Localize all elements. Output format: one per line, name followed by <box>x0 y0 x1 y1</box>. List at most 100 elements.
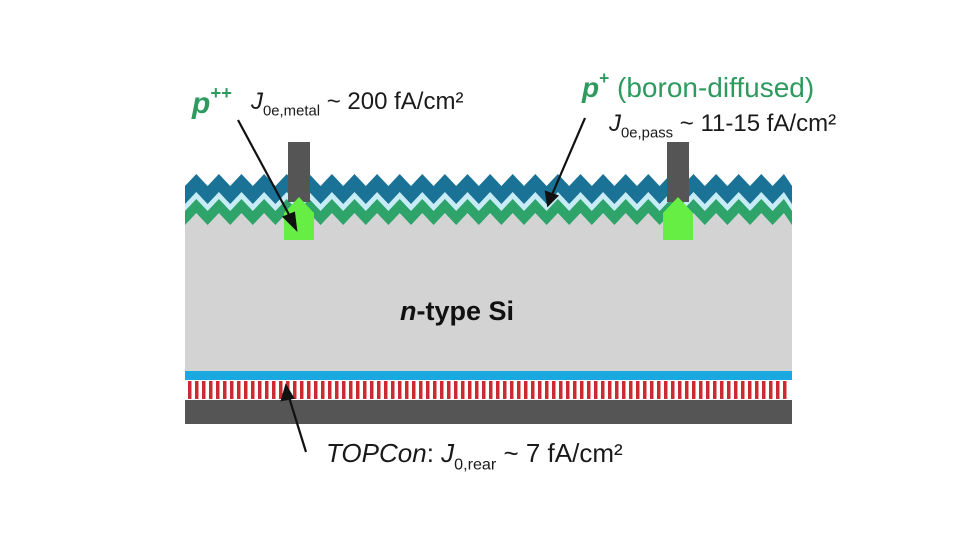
rear-stripe <box>636 381 640 399</box>
rear-stripe <box>216 381 220 399</box>
rear-stripe <box>279 381 283 399</box>
rear-stripe <box>538 381 542 399</box>
label-n-type-si: n-type Si <box>400 296 514 327</box>
j-symbol-pass: J <box>609 110 621 137</box>
j0e-metal-value: ~ 200 fA/cm² <box>320 88 464 115</box>
rear-stripe <box>349 381 353 399</box>
topcon-colon: : <box>426 438 442 468</box>
p-plusplus-sup: ++ <box>210 82 233 103</box>
rear-stripe <box>307 381 311 399</box>
rear-metal-layer <box>185 400 792 424</box>
front-metal-contact-right <box>667 142 689 202</box>
n-type-silicon-bulk <box>185 205 792 371</box>
rear-poly-si-stripes <box>188 381 787 399</box>
topcon-name: TOPCon <box>326 438 427 468</box>
n-type-italic: n <box>400 296 417 326</box>
p-plusplus-region-right <box>663 197 693 240</box>
label-p-plus: p+ (boron-diffused) <box>582 68 815 104</box>
front-metal-contact-left <box>288 142 310 202</box>
p-plusplus-base: p <box>192 86 211 120</box>
p-plus-description: (boron-diffused) <box>609 72 815 104</box>
j0e-pass-value: ~ 11-15 fA/cm² <box>673 110 837 137</box>
rear-stripe <box>272 381 276 399</box>
front-passivation-texture <box>185 174 792 225</box>
rear-stripe <box>517 381 521 399</box>
rear-stripe <box>552 381 556 399</box>
rear-stripe <box>265 381 269 399</box>
rear-stripe <box>440 381 444 399</box>
rear-stripe <box>678 381 682 399</box>
rear-stripe <box>531 381 535 399</box>
rear-stripe <box>195 381 199 399</box>
rear-stripe <box>496 381 500 399</box>
label-p-plusplus: p++ <box>192 82 233 120</box>
rear-stripe <box>734 381 738 399</box>
rear-stripe <box>363 381 367 399</box>
rear-stripe <box>741 381 745 399</box>
rear-stripe <box>587 381 591 399</box>
rear-stripe <box>755 381 759 399</box>
rear-stripe <box>209 381 213 399</box>
rear-stripe <box>370 381 374 399</box>
rear-stripe <box>580 381 584 399</box>
zigzag-green-layer <box>185 199 792 225</box>
rear-stripe <box>783 381 787 399</box>
rear-stripe <box>230 381 234 399</box>
rear-stripe <box>405 381 409 399</box>
rear-stripe <box>573 381 577 399</box>
rear-stripe <box>314 381 318 399</box>
rear-stripe <box>412 381 416 399</box>
p-plusplus-region-left <box>284 197 314 240</box>
rear-stripe <box>559 381 563 399</box>
rear-stripe <box>650 381 654 399</box>
rear-stripe <box>237 381 241 399</box>
j0e-pass-subscript: 0e,pass <box>621 125 674 142</box>
rear-stripe <box>615 381 619 399</box>
rear-stripe <box>419 381 423 399</box>
rear-stripe <box>727 381 731 399</box>
rear-stripe <box>769 381 773 399</box>
rear-stripe <box>377 381 381 399</box>
rear-stripe <box>706 381 710 399</box>
arrowhead-p-plusplus <box>282 211 298 233</box>
rear-stripe <box>342 381 346 399</box>
rear-stripe <box>321 381 325 399</box>
rear-stripe <box>244 381 248 399</box>
rear-stripe <box>622 381 626 399</box>
rear-stripe <box>468 381 472 399</box>
rear-stripe <box>335 381 339 399</box>
rear-stripe <box>545 381 549 399</box>
rear-stripe <box>188 381 192 399</box>
arrowhead-topcon <box>280 383 295 402</box>
rear-stripe <box>202 381 206 399</box>
zigzag-light-layer <box>185 192 792 212</box>
rear-stripe <box>300 381 304 399</box>
rear-stripe <box>426 381 430 399</box>
j-symbol-metal: J <box>251 88 263 115</box>
rear-stripe <box>503 381 507 399</box>
p-plus-sup: + <box>599 68 610 88</box>
j0-rear-value: ~ 7 fA/cm² <box>496 438 623 468</box>
p-plus-base: p <box>582 72 600 104</box>
rear-stripe <box>566 381 570 399</box>
rear-stripe <box>776 381 780 399</box>
rear-stripe <box>643 381 647 399</box>
label-topcon: TOPCon: J0,rear ~ 7 fA/cm² <box>326 440 623 472</box>
j0-rear-subscript: 0,rear <box>454 455 497 474</box>
rear-stripe <box>223 381 227 399</box>
rear-stripe <box>433 381 437 399</box>
rear-stripe <box>762 381 766 399</box>
rear-stripe <box>685 381 689 399</box>
rear-stripe <box>293 381 297 399</box>
label-j0e-pass: J0e,pass ~ 11-15 fA/cm² <box>609 112 836 142</box>
rear-stripe <box>713 381 717 399</box>
rear-stripe <box>594 381 598 399</box>
rear-stripe <box>657 381 661 399</box>
rear-stripe <box>384 381 388 399</box>
rear-stripe <box>608 381 612 399</box>
n-type-rest: -type Si <box>416 296 515 326</box>
rear-stripe <box>720 381 724 399</box>
rear-stripe <box>251 381 255 399</box>
label-j0e-metal: J0e,metal ~ 200 fA/cm² <box>251 90 463 120</box>
